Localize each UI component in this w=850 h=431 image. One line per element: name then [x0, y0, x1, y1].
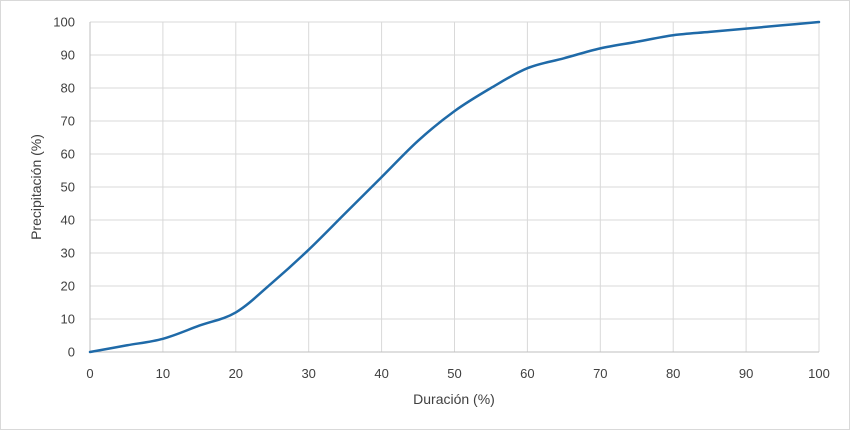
- x-tick-label: 60: [520, 366, 534, 381]
- series-lines: [88, 20, 821, 354]
- y-axis-title: Precipitación (%): [28, 134, 44, 240]
- y-tick-label: 10: [61, 312, 75, 327]
- y-tick-label: 100: [53, 15, 75, 30]
- x-tick-labels: 0 10 20 30 40 50 60 70 80 90 100: [86, 366, 829, 381]
- x-tick-label: 40: [374, 366, 388, 381]
- x-tick-label: 90: [739, 366, 753, 381]
- x-tick-label: 50: [447, 366, 461, 381]
- x-axis-title: Duración (%): [413, 391, 495, 407]
- x-tick-label: 70: [593, 366, 607, 381]
- y-tick-label: 90: [61, 48, 75, 63]
- y-tick-label: 60: [61, 147, 75, 162]
- series-line: [88, 20, 821, 354]
- x-tick-label: 100: [808, 366, 830, 381]
- x-tick-label: 30: [301, 366, 315, 381]
- x-tick-label: 80: [666, 366, 680, 381]
- gridlines: [90, 21, 820, 352]
- y-tick-label: 70: [61, 114, 75, 129]
- y-tick-label: 0: [68, 345, 75, 360]
- x-tick-label: 20: [229, 366, 243, 381]
- y-tick-label: 50: [61, 180, 75, 195]
- y-tick-label: 40: [61, 213, 75, 228]
- axes: [89, 22, 819, 353]
- x-tick-label: 0: [86, 366, 93, 381]
- y-tick-label: 20: [61, 279, 75, 294]
- x-tick-label: 10: [156, 366, 170, 381]
- y-tick-label: 30: [61, 246, 75, 261]
- y-tick-label: 80: [61, 81, 75, 96]
- y-tick-labels: 0 10 20 30 40 50 60 70 80 90 100: [53, 15, 75, 360]
